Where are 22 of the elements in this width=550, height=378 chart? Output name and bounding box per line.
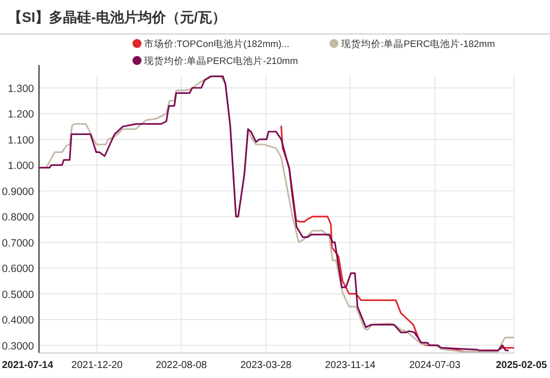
y-tick-label: 1.100 bbox=[8, 134, 34, 146]
legend-label: 现货均价:单晶PERC电池片-210mm bbox=[144, 55, 298, 67]
y-tick-label: 0.8000 bbox=[2, 212, 34, 224]
x-tick-label: 2022-08-08 bbox=[156, 360, 208, 371]
y-tick-label: 0.5000 bbox=[2, 288, 34, 301]
x-tick-label: 2023-11-14 bbox=[324, 360, 376, 371]
y-tick-label: 1.000 bbox=[8, 160, 34, 172]
y-tick-label: 0.4000 bbox=[2, 314, 34, 327]
x-tick-label: 2025-02-05 bbox=[496, 360, 548, 371]
x-tick-label: 2021-12-20 bbox=[71, 360, 124, 371]
y-tick-label: 0.3000 bbox=[2, 340, 34, 352]
y-tick-label: 1.300 bbox=[8, 82, 34, 95]
x-tick-label: 2024-07-03 bbox=[409, 360, 461, 371]
x-tick-label: 2021-07-14 bbox=[2, 360, 54, 371]
x-tick-label: 2023-03-28 bbox=[240, 360, 292, 371]
y-tick-label: 0.7000 bbox=[2, 237, 34, 250]
y-tick-label: 0.9000 bbox=[2, 186, 34, 198]
y-tick-label: 1.200 bbox=[8, 108, 34, 121]
y-tick-label: 0.6000 bbox=[2, 263, 34, 276]
legend-label: 市场价:TOPCon电池片(182mm)... bbox=[144, 38, 290, 50]
legend-label: 现货均价:单晶PERC电池片-182mm bbox=[341, 38, 495, 50]
chart-title: 【SI】多晶硅-电池片均价（元/瓦） bbox=[8, 9, 226, 25]
